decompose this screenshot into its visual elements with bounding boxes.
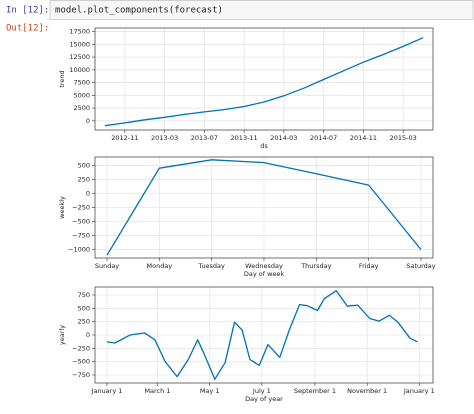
x-tick-label: November 1 bbox=[347, 387, 387, 395]
x-tick-label: September 1 bbox=[294, 387, 336, 395]
x-tick-label: Thursday bbox=[300, 262, 331, 270]
plot-frame bbox=[94, 156, 434, 259]
x-tick-label: 2013-11 bbox=[231, 134, 258, 142]
x-axis-label: Day of week bbox=[244, 270, 285, 278]
y-tick-label: 7500 bbox=[73, 79, 90, 87]
y-tick-label: 17500 bbox=[69, 28, 90, 36]
x-tick-label: May 1 bbox=[200, 387, 220, 395]
plot-frame bbox=[94, 286, 434, 384]
y-tick-label: 500 bbox=[78, 161, 90, 169]
x-tick-label: January 1 bbox=[91, 387, 123, 395]
x-tick-label: March 1 bbox=[144, 387, 170, 395]
y-tick-label: 250 bbox=[78, 175, 90, 183]
y-tick-label: 0 bbox=[86, 189, 90, 197]
x-tick-label: Wednesday bbox=[245, 262, 283, 270]
output-prompt: Out[12]: bbox=[6, 24, 49, 34]
y-tick-label: 0 bbox=[86, 331, 90, 339]
x-tick-label: 2013-03 bbox=[151, 134, 178, 142]
x-tick-label: Friday bbox=[359, 262, 379, 270]
y-tick-label: 500 bbox=[78, 304, 90, 312]
x-tick-label: 2015-03 bbox=[390, 134, 417, 142]
x-axis-label: Day of year bbox=[245, 395, 283, 403]
x-tick-label: Sunday bbox=[95, 262, 119, 270]
x-tick-label: July 1 bbox=[252, 387, 271, 395]
input-prompt: In [12]: bbox=[6, 6, 49, 16]
y-tick-label: 2500 bbox=[73, 104, 90, 112]
y-tick-label: −250 bbox=[72, 204, 90, 212]
y-tick-label: −500 bbox=[72, 358, 90, 366]
plot-frame bbox=[94, 27, 434, 131]
x-tick-label: 2012-11 bbox=[111, 134, 138, 142]
x-axis-label: ds bbox=[260, 142, 268, 150]
series-line bbox=[104, 37, 424, 127]
x-tick-label: 2013-07 bbox=[191, 134, 218, 142]
y-axis-label: yearly bbox=[58, 325, 66, 345]
y-tick-label: 5000 bbox=[73, 91, 90, 99]
y-tick-label: 12500 bbox=[69, 53, 90, 61]
x-tick-label: January 1 bbox=[403, 387, 435, 395]
y-tick-label: −750 bbox=[72, 371, 90, 379]
x-tick-label: 2014-03 bbox=[270, 134, 297, 142]
x-tick-label: 2014-11 bbox=[350, 134, 377, 142]
y-tick-label: 750 bbox=[78, 291, 90, 299]
code[interactable]: model.plot_components(forecast) bbox=[55, 6, 223, 16]
y-tick-label: −250 bbox=[72, 344, 90, 352]
x-tick-label: Saturday bbox=[406, 262, 435, 270]
x-tick-label: Tuesday bbox=[197, 262, 225, 270]
code-cell[interactable] bbox=[49, 0, 474, 20]
x-tick-label: Monday bbox=[146, 262, 172, 270]
y-axis-label: weekly bbox=[58, 196, 66, 219]
y-tick-label: 250 bbox=[78, 318, 90, 326]
x-tick-label: 2014-07 bbox=[310, 134, 337, 142]
y-axis-label: trend bbox=[58, 70, 66, 87]
series-line bbox=[106, 290, 418, 380]
series-line bbox=[106, 159, 422, 256]
y-tick-label: 10000 bbox=[69, 66, 90, 74]
y-tick-label: −750 bbox=[72, 232, 90, 240]
y-tick-label: 15000 bbox=[69, 40, 90, 48]
y-tick-label: −1000 bbox=[68, 246, 90, 254]
y-tick-label: 0 bbox=[86, 117, 90, 125]
y-tick-label: −500 bbox=[72, 218, 90, 226]
